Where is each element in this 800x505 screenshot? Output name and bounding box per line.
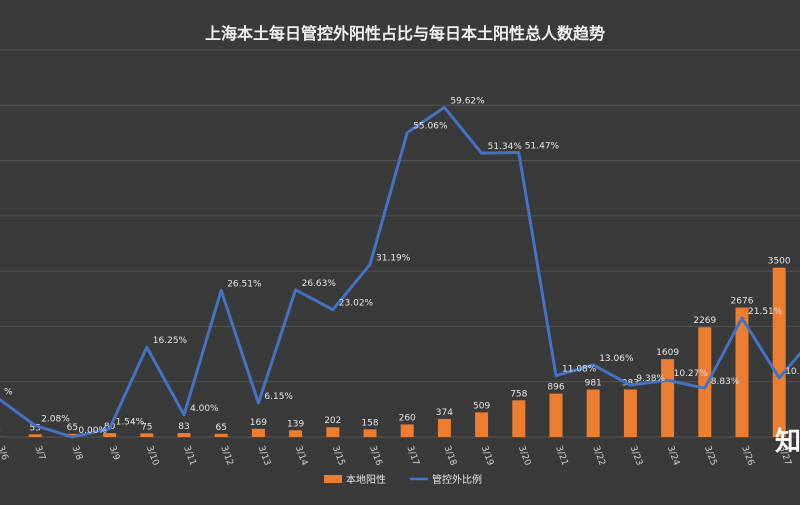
bar-3/21 — [550, 394, 563, 437]
chart-title: 上海本土每日管控外阳性占比与每日本土阳性总人数趋势 — [205, 24, 605, 43]
line-label-3/8: 0.00% — [78, 426, 107, 436]
bar-3/7 — [29, 434, 42, 437]
bar-3/14 — [289, 430, 302, 437]
line-label-3/24: 10.27% — [674, 369, 709, 379]
line-label-3/20: 51.47% — [525, 141, 560, 151]
line-label-3/26: 21.51% — [748, 307, 783, 317]
bar-3/10 — [140, 433, 153, 437]
bar-label-3/24: 1609 — [656, 348, 679, 358]
bar-label-3/21: 896 — [547, 383, 564, 393]
line-label-3/10: 16.25% — [153, 336, 188, 346]
line-label-3/6: % — [4, 387, 13, 397]
bar-label-3/11: 83 — [178, 422, 189, 432]
line-label-3/12: 26.51% — [227, 279, 262, 289]
bar-3/16 — [364, 429, 377, 437]
line-label-3/21: 11.08% — [562, 365, 597, 375]
legend-swatch-bar — [324, 475, 342, 483]
bar-label-3/18: 374 — [436, 408, 453, 418]
bar-3/24 — [661, 359, 674, 437]
bar-3/11 — [178, 433, 191, 437]
bar-label-3/16: 158 — [361, 418, 378, 428]
line-label-3/13: 6.15% — [264, 392, 293, 402]
watermark-text: 知 — [775, 427, 800, 457]
bar-label-3/13: 169 — [250, 418, 267, 428]
bar-3/19 — [475, 412, 488, 437]
line-label-3/17: 55.06% — [413, 122, 448, 132]
bar-label-3/25: 2269 — [693, 316, 716, 326]
bar-label-3/20: 758 — [510, 389, 527, 399]
bar-label-3/15: 202 — [324, 416, 341, 426]
bar-3/15 — [326, 427, 339, 437]
bar-3/23 — [624, 389, 637, 437]
line-label-3/14: 26.63% — [302, 279, 337, 289]
line-label-3/23: 9.38% — [636, 374, 665, 384]
bar-3/20 — [512, 400, 525, 437]
bar-label-3/22: 981 — [585, 379, 602, 389]
line-label-3/9: 1.54% — [116, 417, 145, 427]
line-label-3/16: 31.19% — [376, 254, 411, 264]
bar-label-3/19: 509 — [473, 401, 490, 411]
bar-label-3/27: 3500 — [768, 257, 791, 267]
bar-3/18 — [438, 419, 451, 437]
line-label-3/27: 10.69% — [785, 367, 800, 377]
line-label-3/15: 23.02% — [339, 299, 374, 309]
line-label-3/7: 2.08% — [41, 415, 70, 425]
line-label-3/22: 13.06% — [599, 354, 634, 364]
line-label-3/19: 51.34% — [488, 142, 523, 152]
bar-label-3/17: 260 — [399, 413, 416, 423]
line-label-3/18: 59.62% — [450, 96, 485, 106]
legend-label-line: 管控外比例 — [432, 473, 482, 486]
bar-label-3/12: 65 — [215, 423, 226, 433]
bar-label-3/26: 2676 — [731, 297, 754, 307]
line-label-3/11: 4.00% — [190, 404, 219, 414]
bar-3/12 — [215, 434, 228, 437]
bar-3/17 — [401, 424, 414, 437]
bar-3/13 — [252, 429, 265, 437]
bar-label-3/6: 3 — [0, 426, 1, 436]
bar-3/22 — [587, 390, 600, 437]
line-label-3/25: 8.83% — [711, 377, 740, 387]
bar-label-3/14: 139 — [287, 419, 304, 429]
legend-label-bar: 本地阳性 — [346, 473, 386, 486]
bar-3/27 — [773, 268, 786, 437]
